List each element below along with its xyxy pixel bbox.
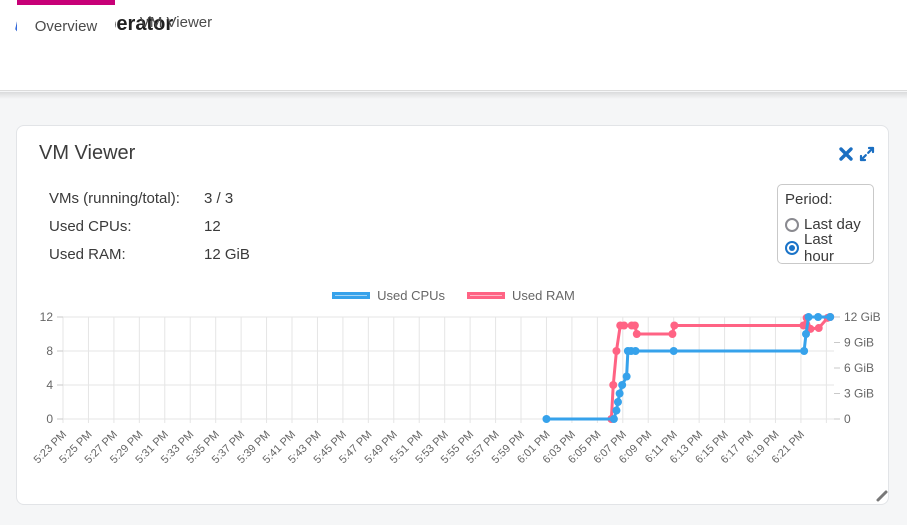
svg-text:3 GiB: 3 GiB: [844, 387, 874, 401]
expand-icon: [859, 146, 875, 162]
stat-vms: VMs (running/total): 3 / 3: [49, 190, 233, 210]
svg-text:0: 0: [844, 412, 851, 426]
legend-swatch-used-ram: [467, 292, 506, 299]
svg-text:8: 8: [46, 344, 53, 358]
series-used-ram: [607, 313, 835, 423]
stat-used-ram-value: 12 GiB: [204, 246, 250, 263]
period-label: Period:: [785, 191, 833, 208]
series-used-cpus: [542, 313, 835, 423]
radio-last-hour-icon[interactable]: [785, 240, 799, 255]
period-last-day-label: Last day: [804, 216, 861, 233]
stat-used-cpus-label: Used CPUs:: [49, 218, 132, 235]
panel-title: VM Viewer: [39, 142, 136, 164]
tab-bar: [0, 46, 907, 91]
legend-swatch-used-cpus: [332, 292, 371, 299]
svg-text:9 GiB: 9 GiB: [844, 336, 874, 350]
legend-item-used-ram[interactable]: Used RAM: [467, 288, 575, 303]
tab-vm-viewer-label: VM Viewer: [139, 14, 213, 31]
radio-last-day-icon[interactable]: [785, 217, 799, 232]
tab-vm-viewer[interactable]: VM Viewer: [115, 0, 237, 45]
stat-used-ram-label: Used RAM:: [49, 246, 126, 263]
stat-vms-label: VMs (running/total):: [49, 190, 180, 207]
vm-viewer-panel: VM Viewer VMs (running/total): 3 / 3: [16, 125, 889, 505]
active-tab-indicator: [17, 0, 115, 5]
tab-bar-shadow: [0, 92, 907, 99]
x-axis-labels: 5:23 PM5:25 PM5:27 PM5:29 PM5:31 PM5:33 …: [32, 310, 881, 466]
page-content: VM Viewer VMs (running/total): 3 / 3: [0, 91, 907, 525]
chart-grid: [57, 316, 840, 423]
close-panel-button[interactable]: [837, 145, 855, 163]
period-option-last-hour[interactable]: Last hour: [785, 231, 866, 265]
svg-text:4: 4: [46, 378, 53, 392]
tab-overview[interactable]: Overview: [17, 0, 115, 52]
stat-used-cpus: Used CPUs: 12: [49, 218, 221, 238]
stat-used-ram: Used RAM: 12 GiB: [49, 246, 250, 266]
chart-legend: Used CPUs Used RAM: [17, 288, 890, 303]
app-header: VM VM-Operator: [0, 0, 907, 46]
svg-text:0: 0: [46, 412, 53, 426]
legend-label-used-cpus: Used CPUs: [377, 288, 446, 303]
panel-resize-handle[interactable]: [875, 489, 889, 503]
stat-used-cpus-value: 12: [204, 218, 221, 235]
svg-text:12: 12: [40, 310, 54, 324]
expand-panel-button[interactable]: [858, 145, 876, 163]
close-icon: [839, 147, 853, 161]
period-last-hour-label: Last hour: [804, 230, 835, 265]
legend-label-used-ram: Used RAM: [512, 288, 575, 303]
tab-overview-label: Overview: [34, 17, 98, 35]
period-option-last-day[interactable]: Last day: [785, 213, 866, 236]
usage-chart[interactable]: 5:23 PM 5:25 PM 5:27 PM 5:29 PM 5:31 PM 5:33 …: [17, 281, 890, 506]
svg-text:12 GiB: 12 GiB: [844, 310, 881, 324]
svg-text:6 GiB: 6 GiB: [844, 361, 874, 375]
legend-item-used-cpus[interactable]: Used CPUs: [332, 288, 445, 303]
period-selector: Period: Last day Last hour: [777, 184, 874, 265]
stat-vms-value: 3 / 3: [204, 190, 234, 207]
